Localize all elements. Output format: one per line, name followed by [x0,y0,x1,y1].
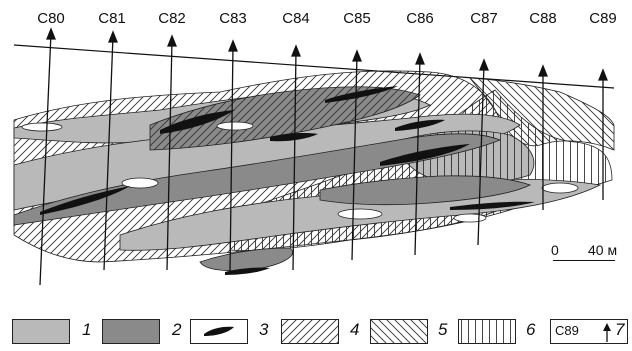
well-label-c81: C81 [98,10,126,27]
borehole-line [103,35,114,271]
well-label-c88: C88 [529,10,557,27]
well-label-c89: C89 [589,10,617,27]
borehole-arrow [598,68,608,81]
borehole-line [39,32,52,286]
well-label-c83: C83 [219,10,247,27]
legend-num-4: 4 [350,320,360,339]
scale-length: 40 м [588,242,618,258]
well-label-c84: C84 [282,10,310,27]
legend: 1 2 3 4 5 6 C89 [0,316,632,348]
black-lens [325,86,398,103]
legend-swatch-5 [370,319,428,344]
borehole-line [351,54,358,261]
dark-gray-layer-lower [319,175,532,206]
legend-num-1: 1 [82,320,92,339]
ground-surface-line [13,44,615,89]
legend-num-5: 5 [438,320,448,339]
cross-section: C80 C81 C82 C83 C84 C85 C86 C87 C88 C89 … [13,10,617,286]
black-lens [395,119,445,131]
legend-swatch-4 [281,319,339,344]
black-lens [160,110,235,134]
scale-bar: 0 40 м [551,242,617,264]
well-label-c87: C87 [470,10,498,27]
legend-swatch-2 [102,319,160,344]
borehole-arrow [415,52,425,65]
well-arrow-icon [603,323,611,342]
borehole-line [292,49,297,271]
black-lens [225,267,270,275]
white-lens [337,208,383,220]
legend-swatch-6 [458,319,516,344]
white-lens [216,121,254,131]
white-lens [21,122,63,132]
black-lens [380,144,470,166]
legend-num-3: 3 [259,320,269,339]
borehole-arrow [228,39,238,52]
borehole-line [166,39,173,271]
scale-zero: 0 [551,242,559,258]
legend-num-7: 7 [615,320,625,339]
black-lens [270,133,318,142]
borehole-arrow [352,49,362,62]
dark-gray-layer-upper [149,86,421,151]
well-label-c85: C85 [343,10,371,27]
white-lens [121,177,159,189]
boreholes [39,27,608,286]
borehole-arrow [479,58,489,71]
borehole-line [229,44,234,273]
well-label-c86: C86 [406,10,434,27]
borehole-arrow [291,44,301,57]
scale-line [553,260,615,261]
borehole-arrow [167,34,177,47]
well-label-c80: C80 [37,10,65,27]
legend-well-name: C89 [555,323,579,338]
white-lens [453,213,487,223]
legend-num-2: 2 [172,320,182,339]
borehole-arrow [108,30,118,43]
cross-section-svg [13,27,615,286]
borehole-arrow [538,64,548,77]
legend-swatch-3 [190,319,248,344]
borehole-arrow [46,27,56,40]
borehole-line [414,57,421,256]
dark-gray-layer-middle [13,133,502,226]
legend-swatch-7: C89 7 [550,319,628,344]
well-label-c82: C82 [158,10,186,27]
dark-gray-lens-bottom [199,247,293,272]
legend-swatch-1 [12,319,70,344]
black-lens-symbol [204,326,234,336]
legend-num-6: 6 [526,320,536,339]
white-lens [541,182,579,194]
borehole-line [477,63,485,246]
black-lens [450,201,535,210]
